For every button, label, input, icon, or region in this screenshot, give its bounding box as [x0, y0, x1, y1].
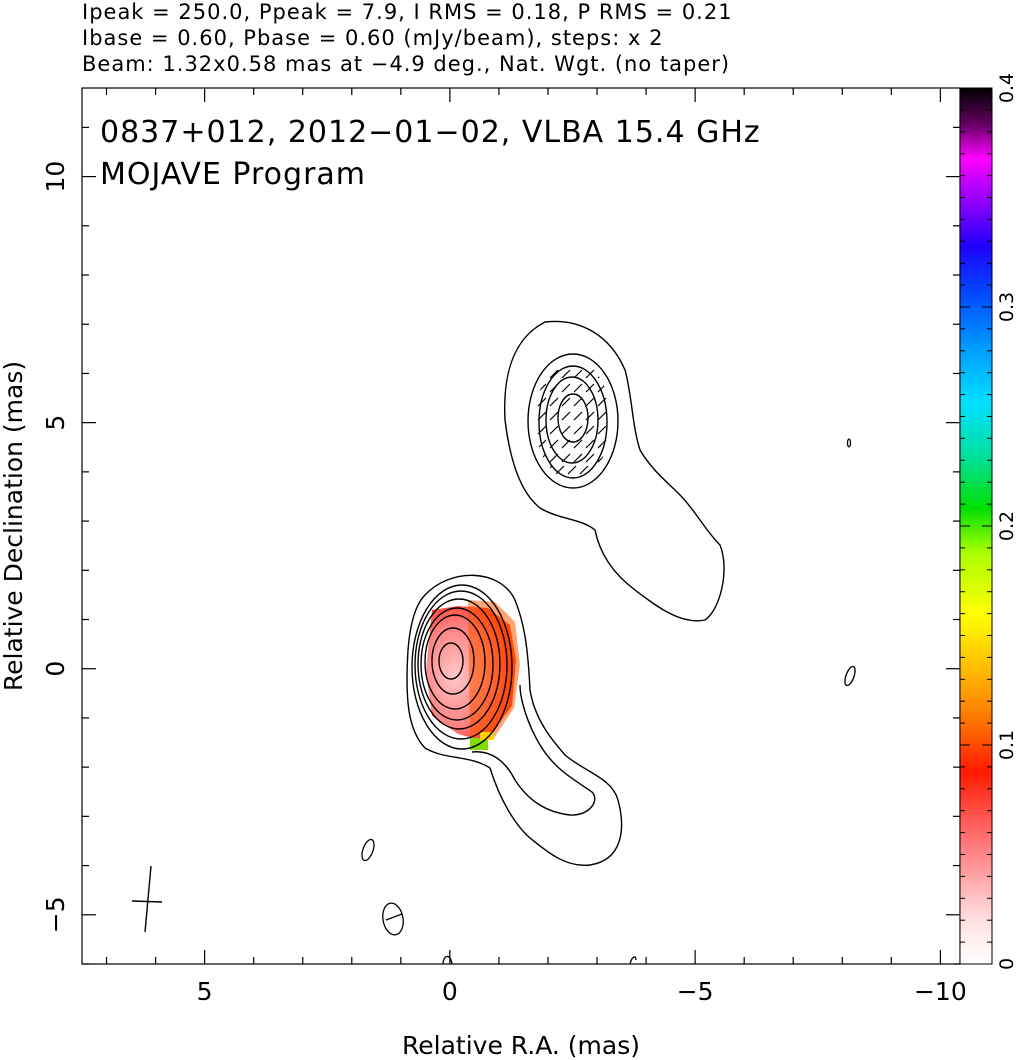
- core-contours: [406, 574, 623, 866]
- panel-label-source: 0837+012, 2012−01−02, VLBA 15.4 GHz: [100, 115, 761, 150]
- header-line-2: Ibase = 0.60, Pbase = 0.60 (mJy/beam), s…: [82, 26, 664, 50]
- map-area: [131, 320, 856, 964]
- x-axis-label: Relative R.A. (mas): [402, 1031, 640, 1060]
- colorbar-labels: 0 0.1 0.2 0.3 0.4: [996, 73, 1018, 970]
- colorbar-label: 0: [996, 958, 1018, 970]
- x-tick-label: −10: [914, 977, 967, 1006]
- y-axis-label: Relative Declination (mas): [0, 361, 28, 691]
- header-line-1: Ipeak = 250.0, Ppeak = 7.9, I RMS = 0.18…: [82, 0, 733, 24]
- evpa-vectors: [537, 369, 607, 480]
- noise-contours: [361, 438, 856, 964]
- y-tick-label: −5: [41, 896, 70, 933]
- x-tick-labels: 5 0 −5 −10: [197, 977, 967, 1006]
- panel-label-program: MOJAVE Program: [100, 157, 366, 192]
- colorbar-label: 0.3: [996, 292, 1018, 322]
- x-tick-label: 0: [442, 977, 458, 1006]
- header-line-3: Beam: 1.32x0.58 mas at −4.9 deg., Nat. W…: [82, 52, 731, 76]
- beam-marker: [131, 865, 163, 933]
- knot-contours: [503, 320, 725, 622]
- colorbar-label: 0.1: [996, 730, 1018, 760]
- y-tick-label: 10: [41, 161, 70, 193]
- x-tick-label: −5: [677, 977, 714, 1006]
- y-tick-labels: −5 0 5 10: [41, 161, 70, 934]
- x-tick-label: 5: [197, 977, 213, 1006]
- y-tick-label: 0: [41, 661, 70, 677]
- colorbar-label: 0.4: [996, 73, 1018, 103]
- polarized-intensity-yellow-pixels: [480, 732, 494, 740]
- axis-ticks: [82, 88, 960, 965]
- plot-frame: [81, 87, 961, 965]
- colorbar-ticks: [960, 87, 992, 965]
- colorbar-label: 0.2: [996, 511, 1018, 541]
- y-tick-label: 5: [41, 415, 70, 431]
